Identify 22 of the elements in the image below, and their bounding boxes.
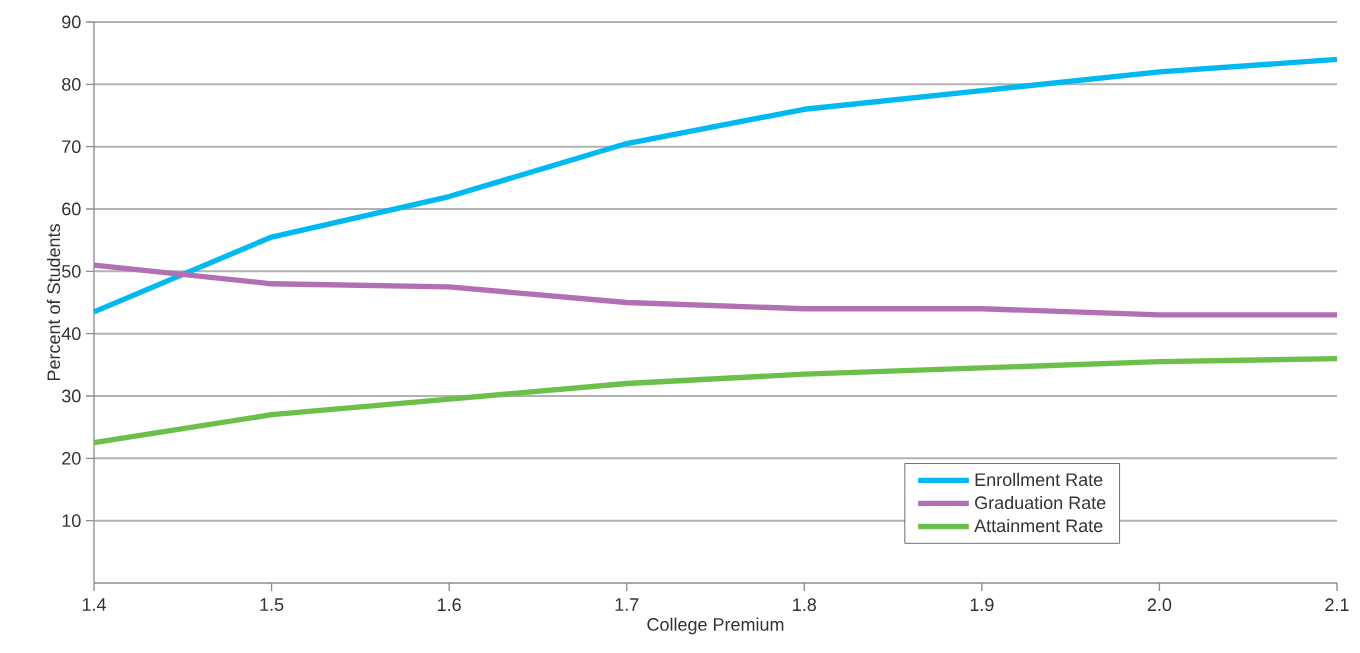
y-tick-label: 90: [62, 15, 81, 29]
y-axis-title: Percent of Students: [46, 224, 61, 381]
x-tick-label: 1.6: [438, 598, 461, 612]
y-tick-label: 30: [61, 389, 81, 403]
x-axis-title: College Premium: [647, 617, 784, 635]
legend-label: Enrollment Rate: [975, 472, 1103, 487]
x-tick-label: 1.4: [82, 598, 107, 611]
y-tick-label: 40: [61, 327, 81, 341]
y-tick-label: 80: [62, 77, 81, 91]
y-tick-label: 20: [62, 451, 81, 465]
y-tick-label: 60: [62, 202, 81, 216]
y-tick-label: 50: [61, 264, 81, 278]
x-tick-label: 2.1: [1325, 598, 1349, 611]
x-tick-label: 1.9: [970, 598, 994, 612]
legend-label: Graduation Rate: [975, 495, 1106, 510]
legend-label: Attainment Rate: [974, 518, 1103, 533]
y-tick-label: 70: [62, 140, 81, 154]
x-tick-label: 1.8: [793, 598, 817, 612]
x-tick-label: 1.5: [260, 598, 284, 611]
y-tick-label: 10: [62, 514, 81, 528]
x-tick-label: 1.7: [615, 598, 639, 611]
x-tick-label: 2.0: [1147, 598, 1172, 612]
